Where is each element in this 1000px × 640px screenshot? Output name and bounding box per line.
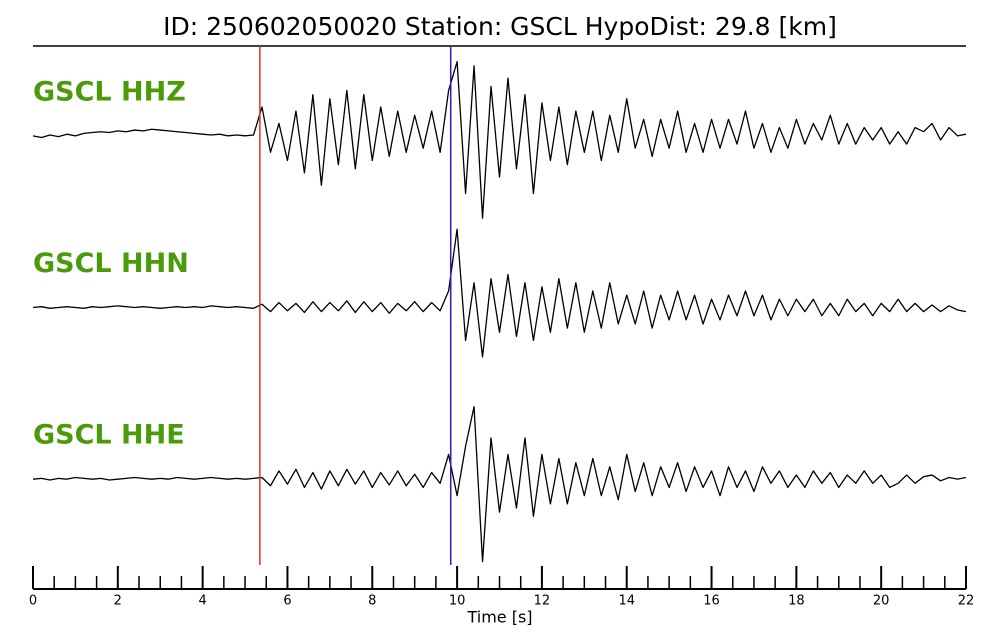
waveform bbox=[32, 61, 967, 219]
x-tick-label: 16 bbox=[703, 594, 720, 609]
waveform bbox=[32, 406, 967, 563]
trace-label: GSCL HHE bbox=[33, 420, 185, 451]
chart-title: ID: 250602050020 Station: GSCL HypoDist:… bbox=[163, 12, 837, 41]
x-tick-label: 18 bbox=[788, 594, 805, 609]
x-tick-label: 4 bbox=[198, 594, 206, 609]
trace-label: GSCL HHZ bbox=[33, 76, 186, 107]
x-axis-label: Time [s] bbox=[466, 608, 532, 627]
trace-label: GSCL HHN bbox=[33, 248, 189, 279]
x-tick-label: 0 bbox=[29, 594, 37, 609]
x-tick-label: 20 bbox=[873, 594, 890, 609]
x-tick-label: 6 bbox=[283, 594, 291, 609]
x-tick-label: 14 bbox=[618, 594, 635, 609]
x-tick-label: 8 bbox=[368, 594, 376, 609]
x-tick-label: 2 bbox=[114, 594, 122, 609]
x-tick-label: 12 bbox=[534, 594, 551, 609]
x-tick-label: 10 bbox=[449, 594, 466, 609]
x-tick-label: 22 bbox=[958, 594, 975, 609]
waveform bbox=[32, 228, 967, 358]
